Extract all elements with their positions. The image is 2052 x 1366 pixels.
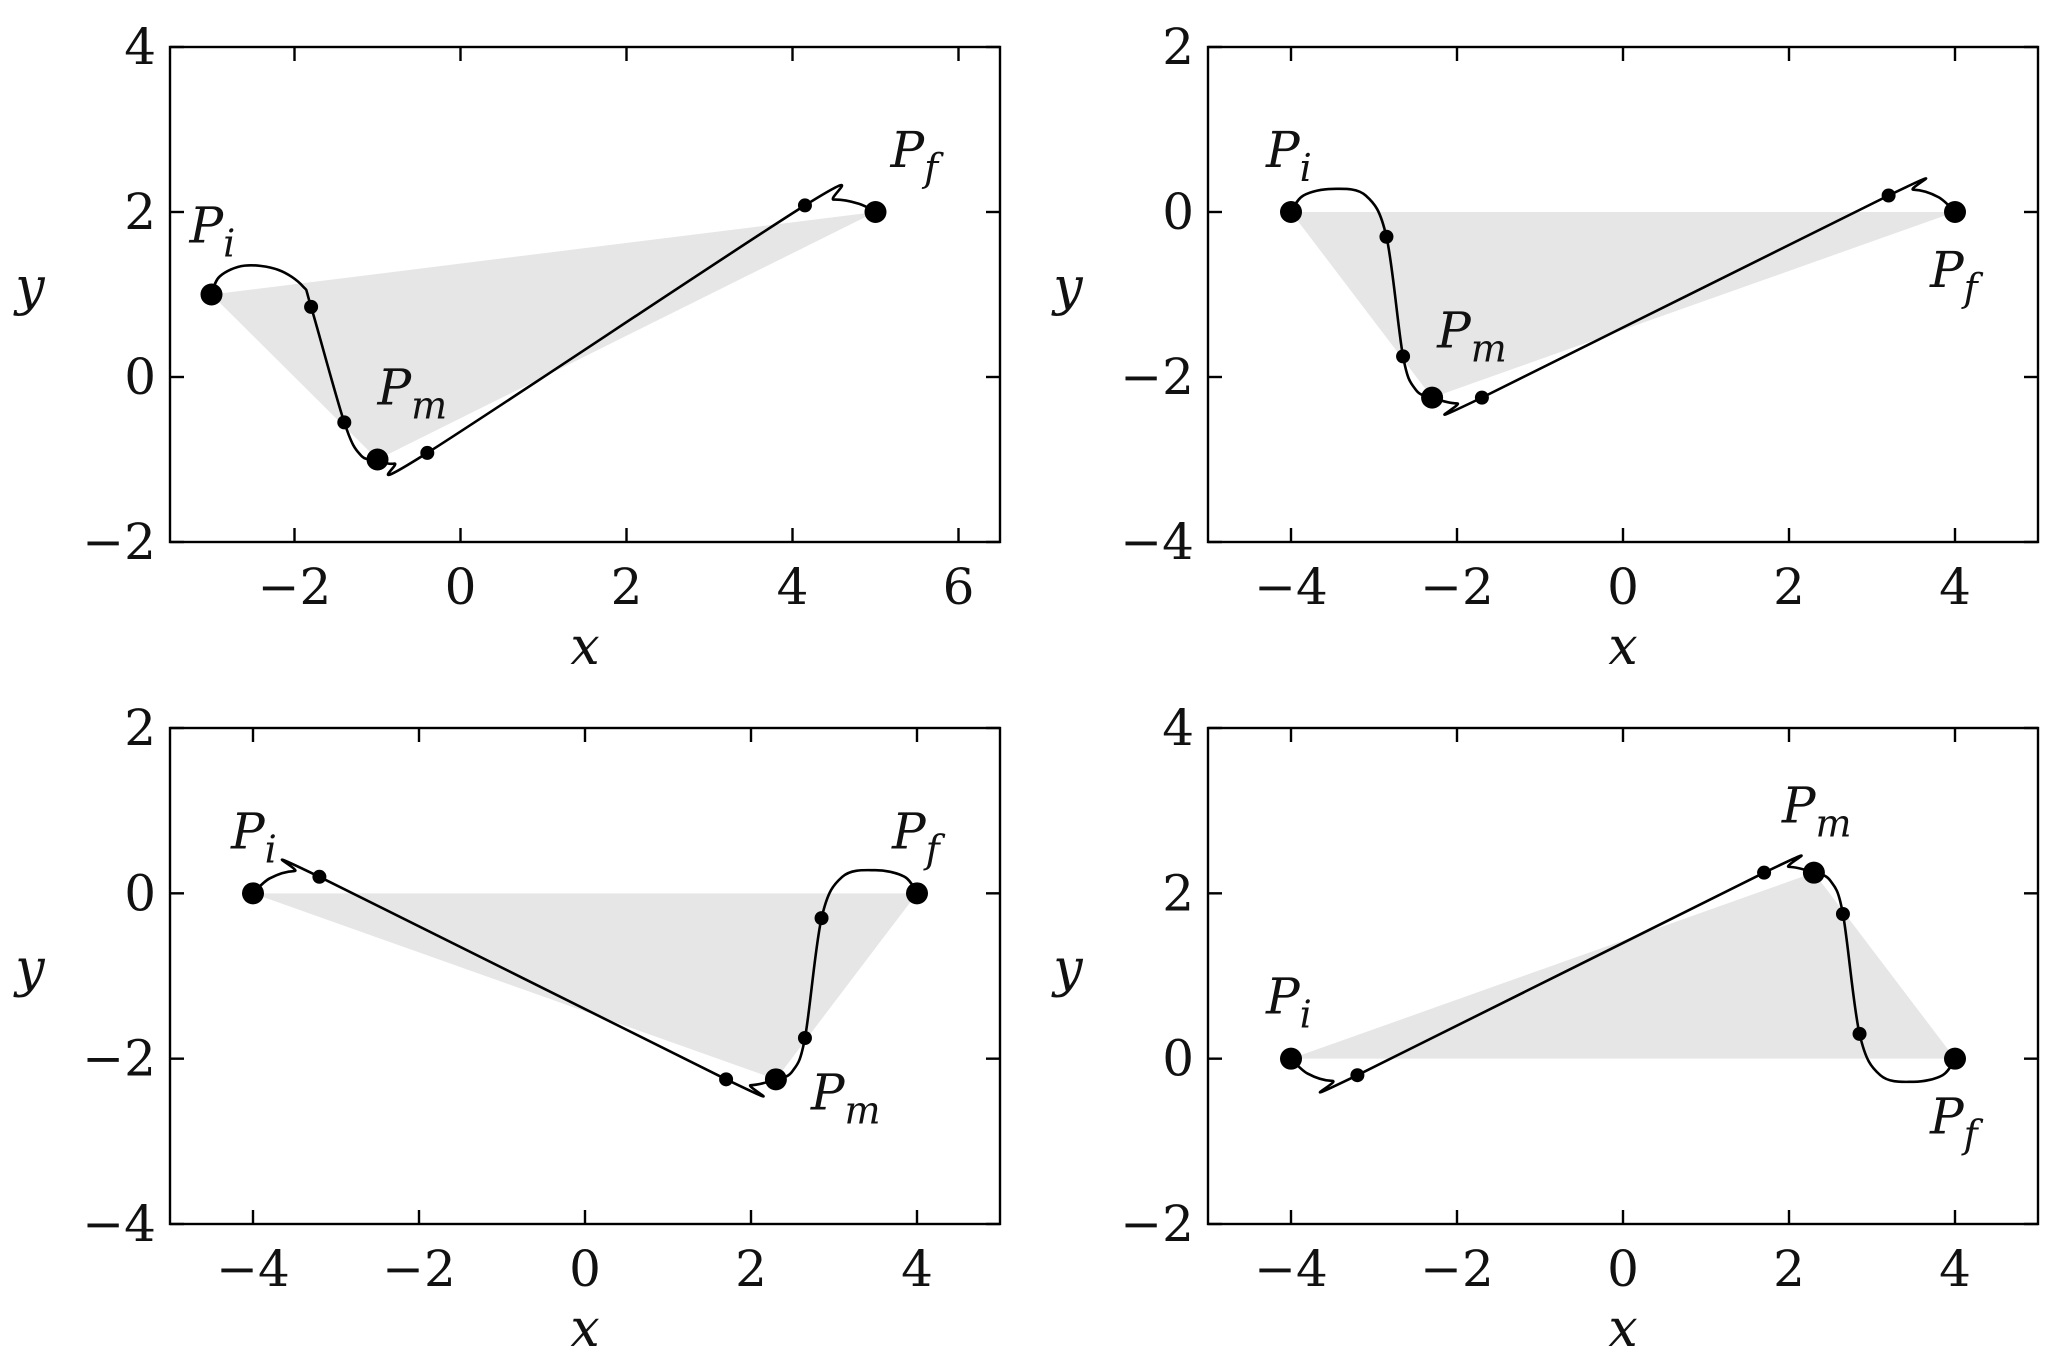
point-label-pi: Pi	[1265, 968, 1312, 1037]
control-point	[1474, 390, 1489, 405]
y-tick-label: −4	[82, 1195, 156, 1253]
trajectory-line	[1290, 854, 1957, 1094]
x-tick-label: 4	[777, 558, 809, 616]
x-tick-label: 2	[611, 558, 643, 616]
y-axis-label: y	[1051, 939, 1083, 999]
x-tick-label: 0	[1607, 558, 1639, 616]
y-tick-label: 0	[1162, 1030, 1194, 1088]
control-point	[420, 445, 435, 460]
point-label-pf: Pf	[891, 802, 946, 871]
y-tick-label: 0	[124, 864, 156, 922]
point-label-pm: Pm	[1781, 777, 1852, 846]
point-pm	[366, 448, 389, 471]
control-point	[1835, 907, 1850, 921]
x-tick-label: 4	[901, 1240, 933, 1298]
y-axis-label: y	[1051, 258, 1083, 318]
control-point	[797, 1031, 812, 1045]
y-tick-label: −2	[82, 513, 156, 571]
x-tick-label: −2	[258, 558, 332, 616]
trajectory-line	[1289, 177, 1956, 416]
point-label-pf: Pf	[890, 121, 945, 190]
trajectory-line	[252, 858, 919, 1098]
control-point	[1379, 229, 1394, 244]
x-axis-label: x	[1608, 617, 1637, 677]
control-point	[337, 415, 352, 430]
point-pm	[1421, 386, 1444, 409]
control-point	[1350, 1068, 1365, 1083]
subplot-2: Pi Pm Pf −4 −2 0 2 4 −4 −2 0 2 x y	[1051, 18, 2040, 677]
subplot-4: Pi Pm Pf −4 −2 0 2 4 −2 0 2 4 x y	[1051, 699, 2040, 1359]
control-point	[719, 1072, 734, 1087]
point-label-pm: Pm	[1436, 302, 1507, 371]
control-point	[304, 299, 319, 314]
x-tick-label: 2	[1773, 1240, 1805, 1298]
y-tick-label: 0	[124, 348, 156, 406]
shaded-triangle	[1291, 212, 1955, 398]
point-pi	[200, 283, 223, 306]
point-pm	[1802, 861, 1825, 884]
x-tick-label: 0	[445, 558, 477, 616]
control-point	[1852, 1026, 1867, 1041]
y-tick-label: 2	[124, 183, 156, 241]
y-axis-label: y	[13, 939, 45, 999]
point-label-pi: Pi	[1265, 121, 1312, 190]
point-pi	[1280, 201, 1302, 223]
x-tick-label: −4	[216, 1240, 290, 1298]
subplot-1: Pi Pm Pf −2 0 2 4 6 −2 0 2 4 x y	[13, 18, 1002, 677]
x-axis-label: x	[570, 617, 599, 677]
y-tick-label: 4	[1162, 699, 1194, 757]
x-tick-label: 6	[943, 558, 975, 616]
y-tick-label: 2	[124, 699, 156, 757]
shaded-triangle	[211, 212, 876, 460]
y-tick-label: −2	[1120, 1195, 1194, 1253]
point-pi	[1280, 1047, 1302, 1070]
point-label-pi: Pi	[189, 197, 236, 266]
point-pf	[864, 201, 887, 223]
control-point	[814, 911, 829, 926]
x-tick-label: 4	[1939, 1240, 1971, 1298]
point-pf	[1944, 1047, 1966, 1070]
x-tick-label: −2	[382, 1240, 456, 1298]
point-label-pf: Pf	[1929, 241, 1984, 310]
point-pm	[764, 1068, 787, 1091]
shaded-triangle	[253, 893, 917, 1080]
x-tick-label: 0	[1607, 1240, 1639, 1298]
x-tick-label: −4	[1254, 558, 1328, 616]
point-pf	[1944, 201, 1966, 223]
control-point	[312, 869, 327, 884]
plot-frame	[168, 45, 1002, 544]
x-axis-label: x	[1608, 1299, 1637, 1359]
point-label-pi: Pi	[230, 802, 277, 871]
control-point	[797, 198, 812, 213]
y-tick-label: 2	[1162, 18, 1194, 76]
y-tick-label: 2	[1162, 864, 1194, 922]
point-label-pm: Pm	[810, 1063, 881, 1132]
x-tick-label: −2	[1420, 558, 1494, 616]
y-tick-label: −2	[82, 1030, 156, 1088]
point-pf	[906, 882, 928, 905]
control-point	[1757, 865, 1772, 880]
point-label-pm: Pm	[377, 359, 448, 428]
y-axis-label: y	[13, 258, 45, 318]
y-tick-label: 0	[1162, 183, 1194, 241]
x-tick-label: 0	[569, 1240, 601, 1298]
y-tick-label: −4	[1120, 513, 1194, 571]
x-tick-label: 2	[735, 1240, 767, 1298]
x-tick-label: −2	[1420, 1240, 1494, 1298]
x-axis-label: x	[570, 1299, 599, 1359]
x-tick-label: −4	[1254, 1240, 1328, 1298]
y-tick-label: −2	[1120, 348, 1194, 406]
x-tick-label: 4	[1939, 558, 1971, 616]
shaded-triangle	[1291, 872, 1955, 1059]
point-label-pf: Pf	[1929, 1088, 1984, 1157]
x-tick-label: 2	[1773, 558, 1805, 616]
point-pi	[242, 882, 264, 905]
control-point	[1396, 349, 1411, 364]
control-point	[1881, 188, 1896, 203]
y-tick-label: 4	[124, 18, 156, 76]
subplot-3: Pi Pm Pf −4 −2 0 2 4 −4 −2 0 2 x y	[13, 699, 1002, 1359]
